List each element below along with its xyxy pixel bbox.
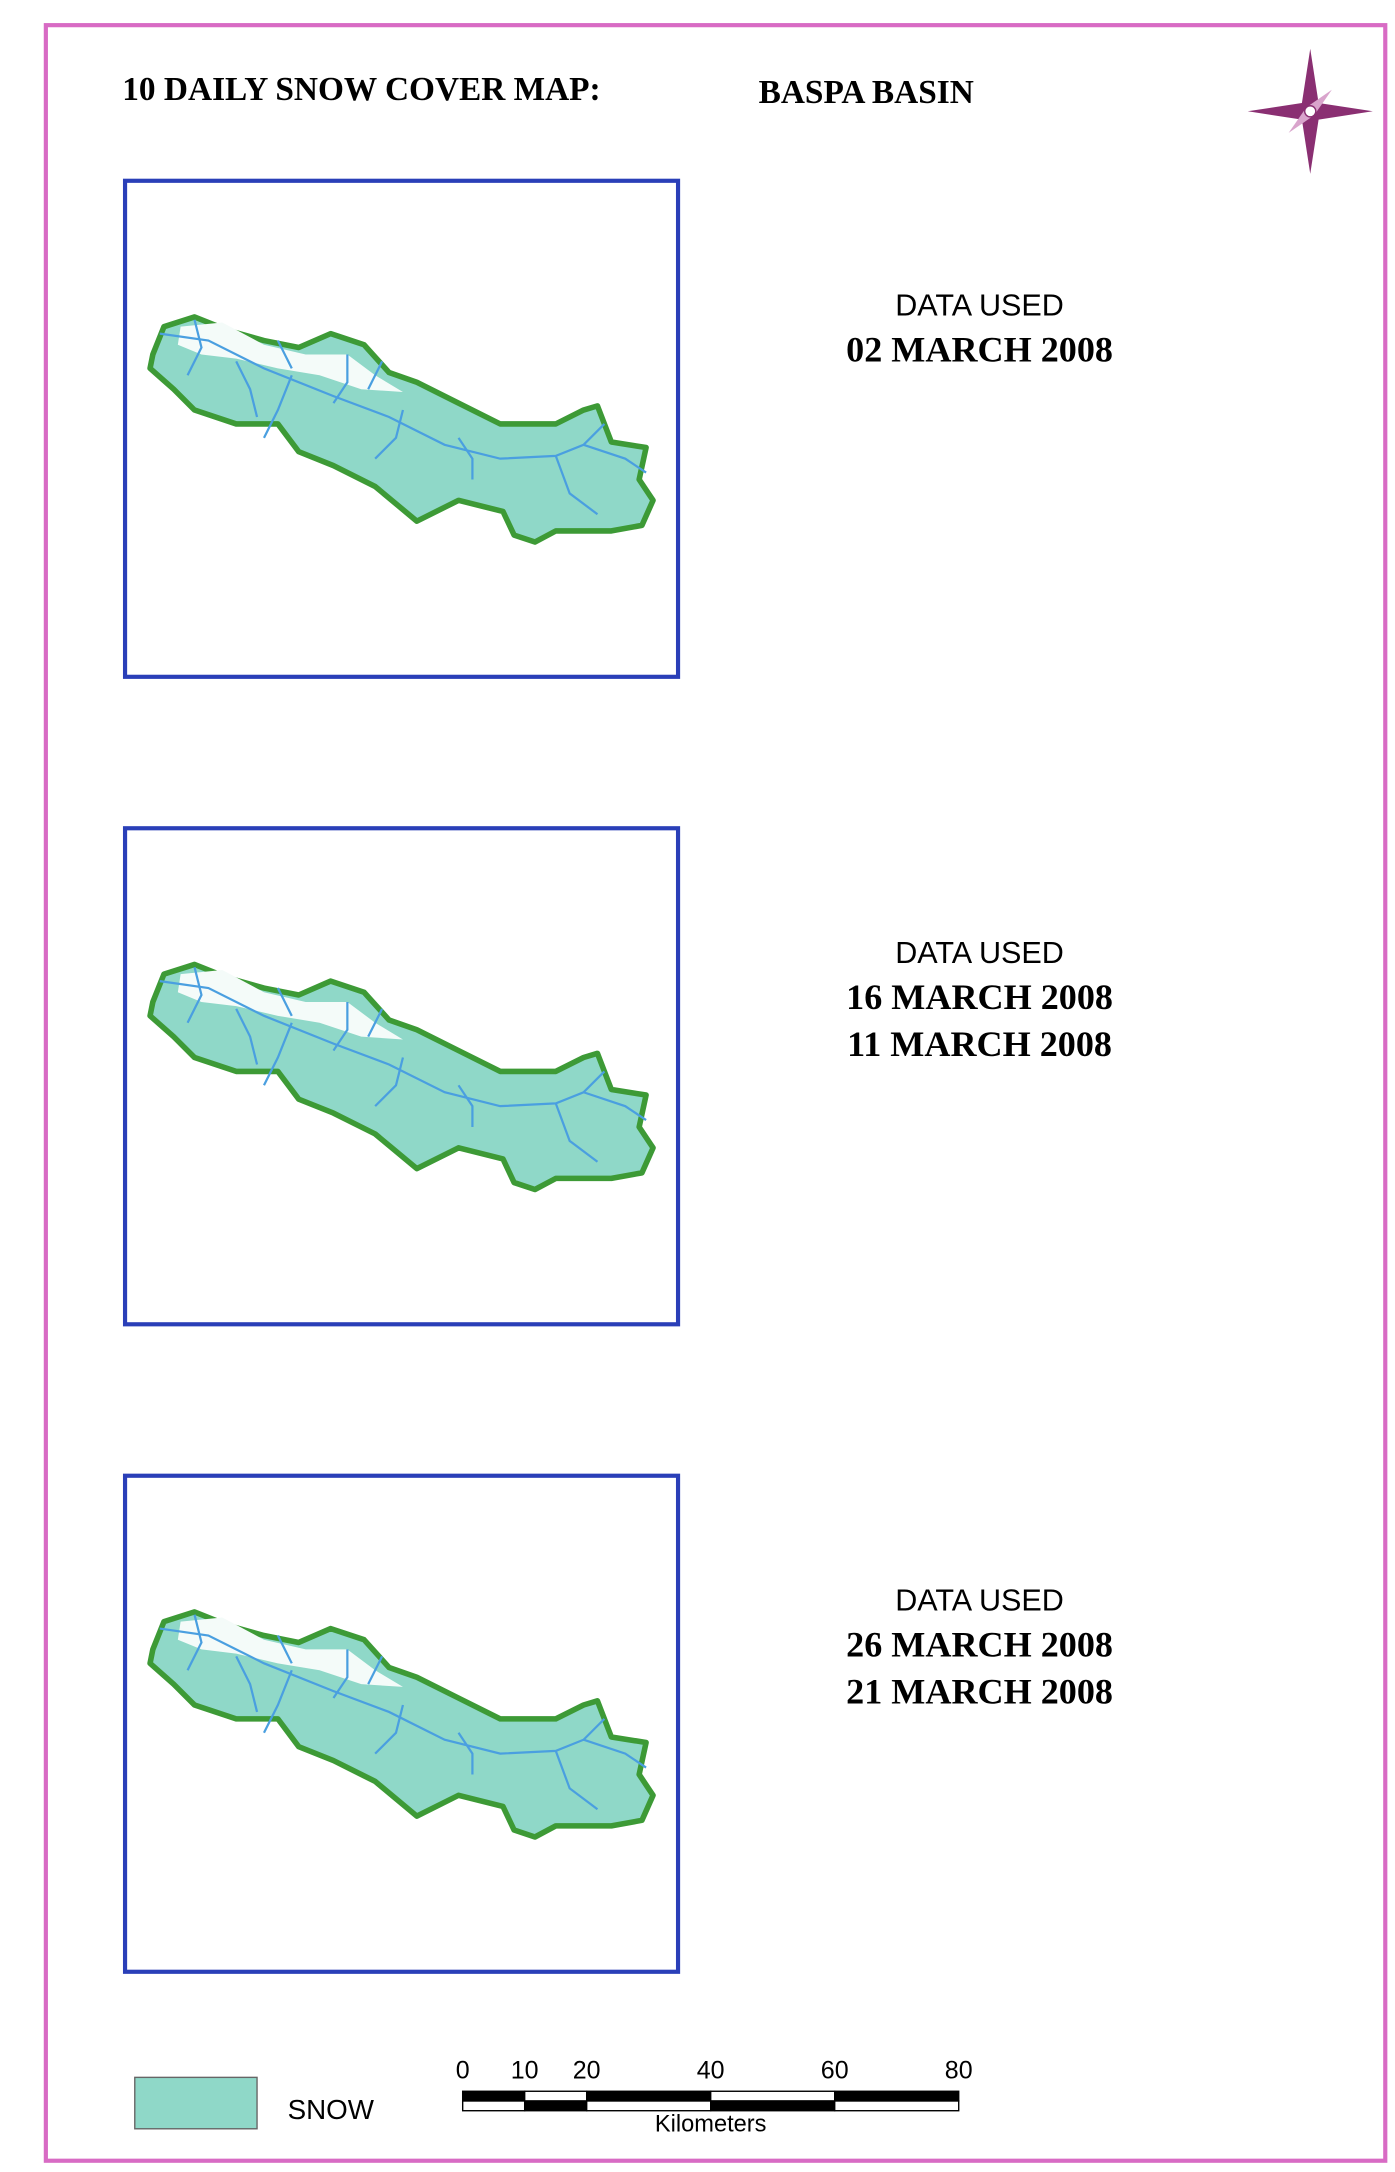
legend: SNOW — [134, 2076, 375, 2130]
map-panel: DATA USED 26 MARCH 2008 21 MARCH 2008 — [122, 1473, 1113, 1974]
north-arrow — [1247, 48, 1373, 174]
scale-tick-label: 40 — [697, 2057, 725, 2085]
panel-frame — [122, 178, 681, 679]
data-used-label: DATA USED — [895, 936, 1064, 970]
scale-segment — [834, 2100, 960, 2112]
scale-segment — [834, 2090, 960, 2102]
scale-segment — [585, 2100, 712, 2112]
date-label: 16 MARCH 2008 — [846, 977, 1113, 1017]
scale-segment — [461, 2090, 526, 2102]
basin-name: BASPA BASIN — [759, 74, 974, 111]
date-label: 02 MARCH 2008 — [846, 329, 1113, 369]
legend-swatch — [134, 2076, 258, 2130]
scale-tick-label: 0 — [456, 2057, 470, 2085]
panel-frame — [122, 1473, 681, 1974]
basin-map — [150, 964, 653, 1189]
date-label: 11 MARCH 2008 — [847, 1024, 1112, 1064]
panels: DATA USED 02 MARCH 2008 DATA USED 16 MARCH … — [122, 178, 1113, 1974]
scale-segment — [461, 2100, 526, 2112]
map-title: 10 DAILY SNOW COVER MAP: — [122, 71, 600, 108]
map-panel: DATA USED 02 MARCH 2008 — [122, 178, 1113, 679]
scale-tick-label: 80 — [945, 2057, 973, 2085]
basin-map — [150, 1612, 653, 1837]
panel-frame — [122, 826, 681, 1327]
scale-segment — [710, 2090, 836, 2102]
scale-segment — [523, 2100, 588, 2112]
page-border — [43, 23, 1388, 2163]
scale-segment — [710, 2100, 836, 2112]
map-panel: DATA USED 16 MARCH 2008 11 MARCH 2008 — [122, 826, 1113, 1327]
basin-map — [150, 317, 653, 542]
scale-tick-label: 20 — [573, 2057, 601, 2085]
legend-label: SNOW — [288, 2094, 375, 2125]
scale-tick-label: 60 — [821, 2057, 849, 2085]
scale-unit: Kilometers — [655, 2112, 767, 2138]
scale-tick-label: 10 — [511, 2057, 539, 2085]
scale-bar: 0 10 20 40 60 80 Kilometers — [456, 2057, 973, 2138]
scale-segment — [585, 2090, 712, 2102]
date-label: 26 MARCH 2008 — [846, 1624, 1113, 1664]
data-used-label: DATA USED — [895, 289, 1064, 323]
data-used-label: DATA USED — [895, 1584, 1064, 1618]
scale-segment — [523, 2090, 588, 2102]
date-label: 21 MARCH 2008 — [846, 1672, 1113, 1712]
